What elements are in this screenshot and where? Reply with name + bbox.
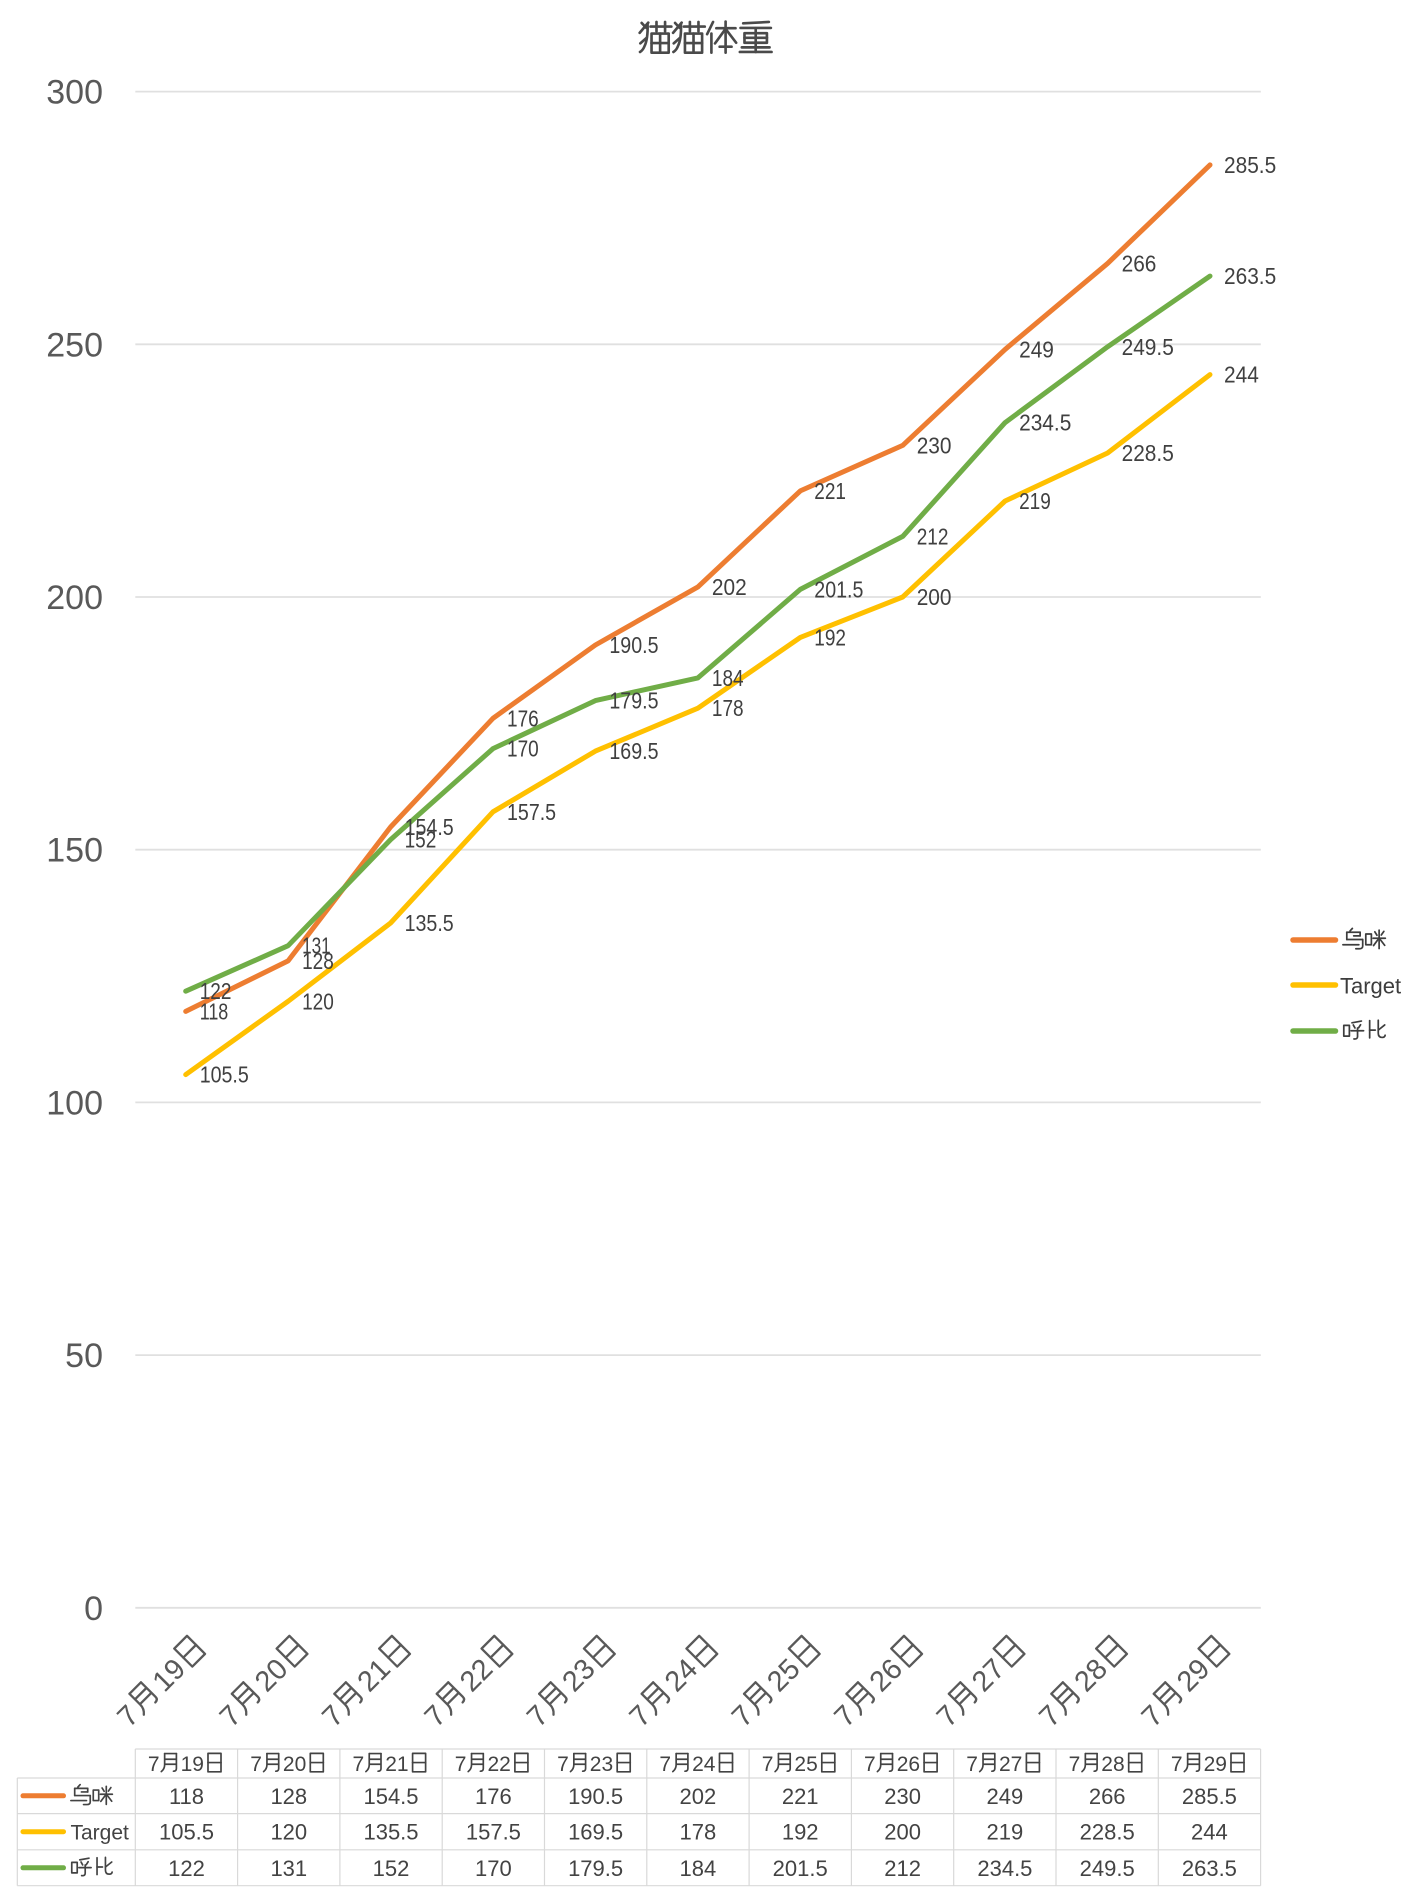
svg-text:24: 24 bbox=[692, 1753, 716, 1776]
svg-text:192: 192 bbox=[782, 1820, 819, 1845]
svg-text:Target: Target bbox=[1340, 974, 1401, 999]
svg-text:202: 202 bbox=[680, 1784, 717, 1809]
svg-text:7: 7 bbox=[353, 1753, 365, 1776]
svg-text:263.5: 263.5 bbox=[1182, 1856, 1237, 1881]
svg-text:170: 170 bbox=[507, 736, 539, 762]
svg-text:150: 150 bbox=[46, 832, 103, 870]
svg-text:7: 7 bbox=[864, 1753, 876, 1776]
svg-text:154.5: 154.5 bbox=[405, 814, 454, 840]
svg-text:27: 27 bbox=[999, 1753, 1022, 1776]
svg-text:244: 244 bbox=[1224, 362, 1259, 388]
svg-text:105.5: 105.5 bbox=[159, 1820, 214, 1845]
svg-text:7: 7 bbox=[148, 1753, 160, 1776]
svg-text:266: 266 bbox=[1089, 1784, 1126, 1809]
svg-text:157.5: 157.5 bbox=[466, 1820, 521, 1845]
svg-text:263.5: 263.5 bbox=[1224, 263, 1276, 289]
svg-text:212: 212 bbox=[884, 1856, 921, 1881]
svg-text:200: 200 bbox=[884, 1820, 921, 1845]
svg-text:7: 7 bbox=[659, 1753, 671, 1776]
svg-text:169.5: 169.5 bbox=[568, 1820, 623, 1845]
svg-text:0: 0 bbox=[84, 1590, 103, 1628]
svg-text:152: 152 bbox=[405, 827, 437, 853]
svg-text:7: 7 bbox=[455, 1753, 467, 1776]
svg-text:105.5: 105.5 bbox=[200, 1062, 249, 1088]
svg-text:202: 202 bbox=[712, 574, 747, 600]
svg-text:7: 7 bbox=[1171, 1753, 1183, 1776]
svg-text:266: 266 bbox=[1122, 250, 1157, 276]
svg-text:26: 26 bbox=[897, 1753, 920, 1776]
svg-text:128: 128 bbox=[302, 948, 334, 974]
svg-text:120: 120 bbox=[270, 1820, 307, 1845]
svg-text:192: 192 bbox=[814, 624, 846, 650]
svg-text:50: 50 bbox=[65, 1337, 103, 1375]
svg-text:20: 20 bbox=[283, 1753, 306, 1776]
svg-text:178: 178 bbox=[712, 695, 744, 721]
svg-text:176: 176 bbox=[507, 705, 539, 731]
svg-text:131: 131 bbox=[270, 1856, 307, 1881]
svg-text:154.5: 154.5 bbox=[363, 1784, 418, 1809]
svg-text:157.5: 157.5 bbox=[507, 799, 556, 825]
svg-text:200: 200 bbox=[917, 584, 952, 610]
svg-text:21: 21 bbox=[385, 1753, 408, 1776]
svg-text:170: 170 bbox=[475, 1856, 512, 1881]
svg-text:7: 7 bbox=[966, 1753, 978, 1776]
svg-text:200: 200 bbox=[46, 579, 103, 617]
svg-text:Target: Target bbox=[71, 1822, 130, 1845]
svg-text:178: 178 bbox=[680, 1820, 717, 1845]
svg-text:120: 120 bbox=[302, 988, 334, 1014]
svg-text:7: 7 bbox=[1069, 1753, 1081, 1776]
svg-text:7: 7 bbox=[557, 1753, 569, 1776]
svg-text:7: 7 bbox=[250, 1753, 262, 1776]
svg-text:234.5: 234.5 bbox=[977, 1856, 1032, 1881]
svg-text:118: 118 bbox=[169, 1784, 204, 1809]
svg-text:228.5: 228.5 bbox=[1080, 1820, 1135, 1845]
svg-text:249.5: 249.5 bbox=[1080, 1856, 1135, 1881]
svg-text:179.5: 179.5 bbox=[609, 688, 658, 714]
svg-text:219: 219 bbox=[1019, 488, 1051, 514]
svg-text:152: 152 bbox=[373, 1856, 410, 1881]
svg-text:19: 19 bbox=[181, 1753, 204, 1776]
svg-text:285.5: 285.5 bbox=[1182, 1784, 1237, 1809]
svg-text:179.5: 179.5 bbox=[568, 1856, 623, 1881]
svg-text:122: 122 bbox=[200, 978, 232, 1004]
svg-text:230: 230 bbox=[917, 432, 952, 458]
svg-text:23: 23 bbox=[590, 1753, 613, 1776]
svg-text:221: 221 bbox=[814, 478, 846, 504]
svg-text:135.5: 135.5 bbox=[363, 1820, 418, 1845]
svg-text:244: 244 bbox=[1191, 1820, 1228, 1845]
svg-text:228.5: 228.5 bbox=[1122, 440, 1174, 466]
svg-text:285.5: 285.5 bbox=[1224, 152, 1276, 178]
svg-text:169.5: 169.5 bbox=[609, 738, 658, 764]
svg-text:128: 128 bbox=[270, 1784, 307, 1809]
svg-text:201.5: 201.5 bbox=[814, 576, 863, 602]
svg-text:219: 219 bbox=[987, 1820, 1024, 1845]
svg-text:184: 184 bbox=[712, 665, 744, 691]
svg-text:221: 221 bbox=[782, 1784, 819, 1809]
svg-text:234.5: 234.5 bbox=[1019, 410, 1071, 436]
svg-text:184: 184 bbox=[680, 1856, 717, 1881]
svg-text:22: 22 bbox=[488, 1753, 511, 1776]
svg-text:249: 249 bbox=[1019, 336, 1054, 362]
svg-text:28: 28 bbox=[1101, 1753, 1124, 1776]
svg-text:122: 122 bbox=[168, 1856, 205, 1881]
svg-text:29: 29 bbox=[1204, 1753, 1227, 1776]
svg-text:118: 118 bbox=[200, 998, 229, 1024]
svg-text:250: 250 bbox=[46, 326, 103, 364]
svg-text:135.5: 135.5 bbox=[405, 910, 454, 936]
svg-text:230: 230 bbox=[884, 1784, 921, 1809]
svg-text:7: 7 bbox=[762, 1753, 774, 1776]
svg-text:190.5: 190.5 bbox=[609, 632, 658, 658]
svg-text:201.5: 201.5 bbox=[773, 1856, 828, 1881]
svg-text:300: 300 bbox=[46, 74, 103, 112]
svg-text:249: 249 bbox=[987, 1784, 1024, 1809]
svg-text:190.5: 190.5 bbox=[568, 1784, 623, 1809]
svg-text:212: 212 bbox=[917, 523, 949, 549]
svg-text:131: 131 bbox=[302, 933, 331, 959]
svg-text:249.5: 249.5 bbox=[1122, 334, 1174, 360]
svg-text:176: 176 bbox=[475, 1784, 512, 1809]
svg-text:25: 25 bbox=[794, 1753, 817, 1776]
svg-text:100: 100 bbox=[46, 1084, 103, 1122]
